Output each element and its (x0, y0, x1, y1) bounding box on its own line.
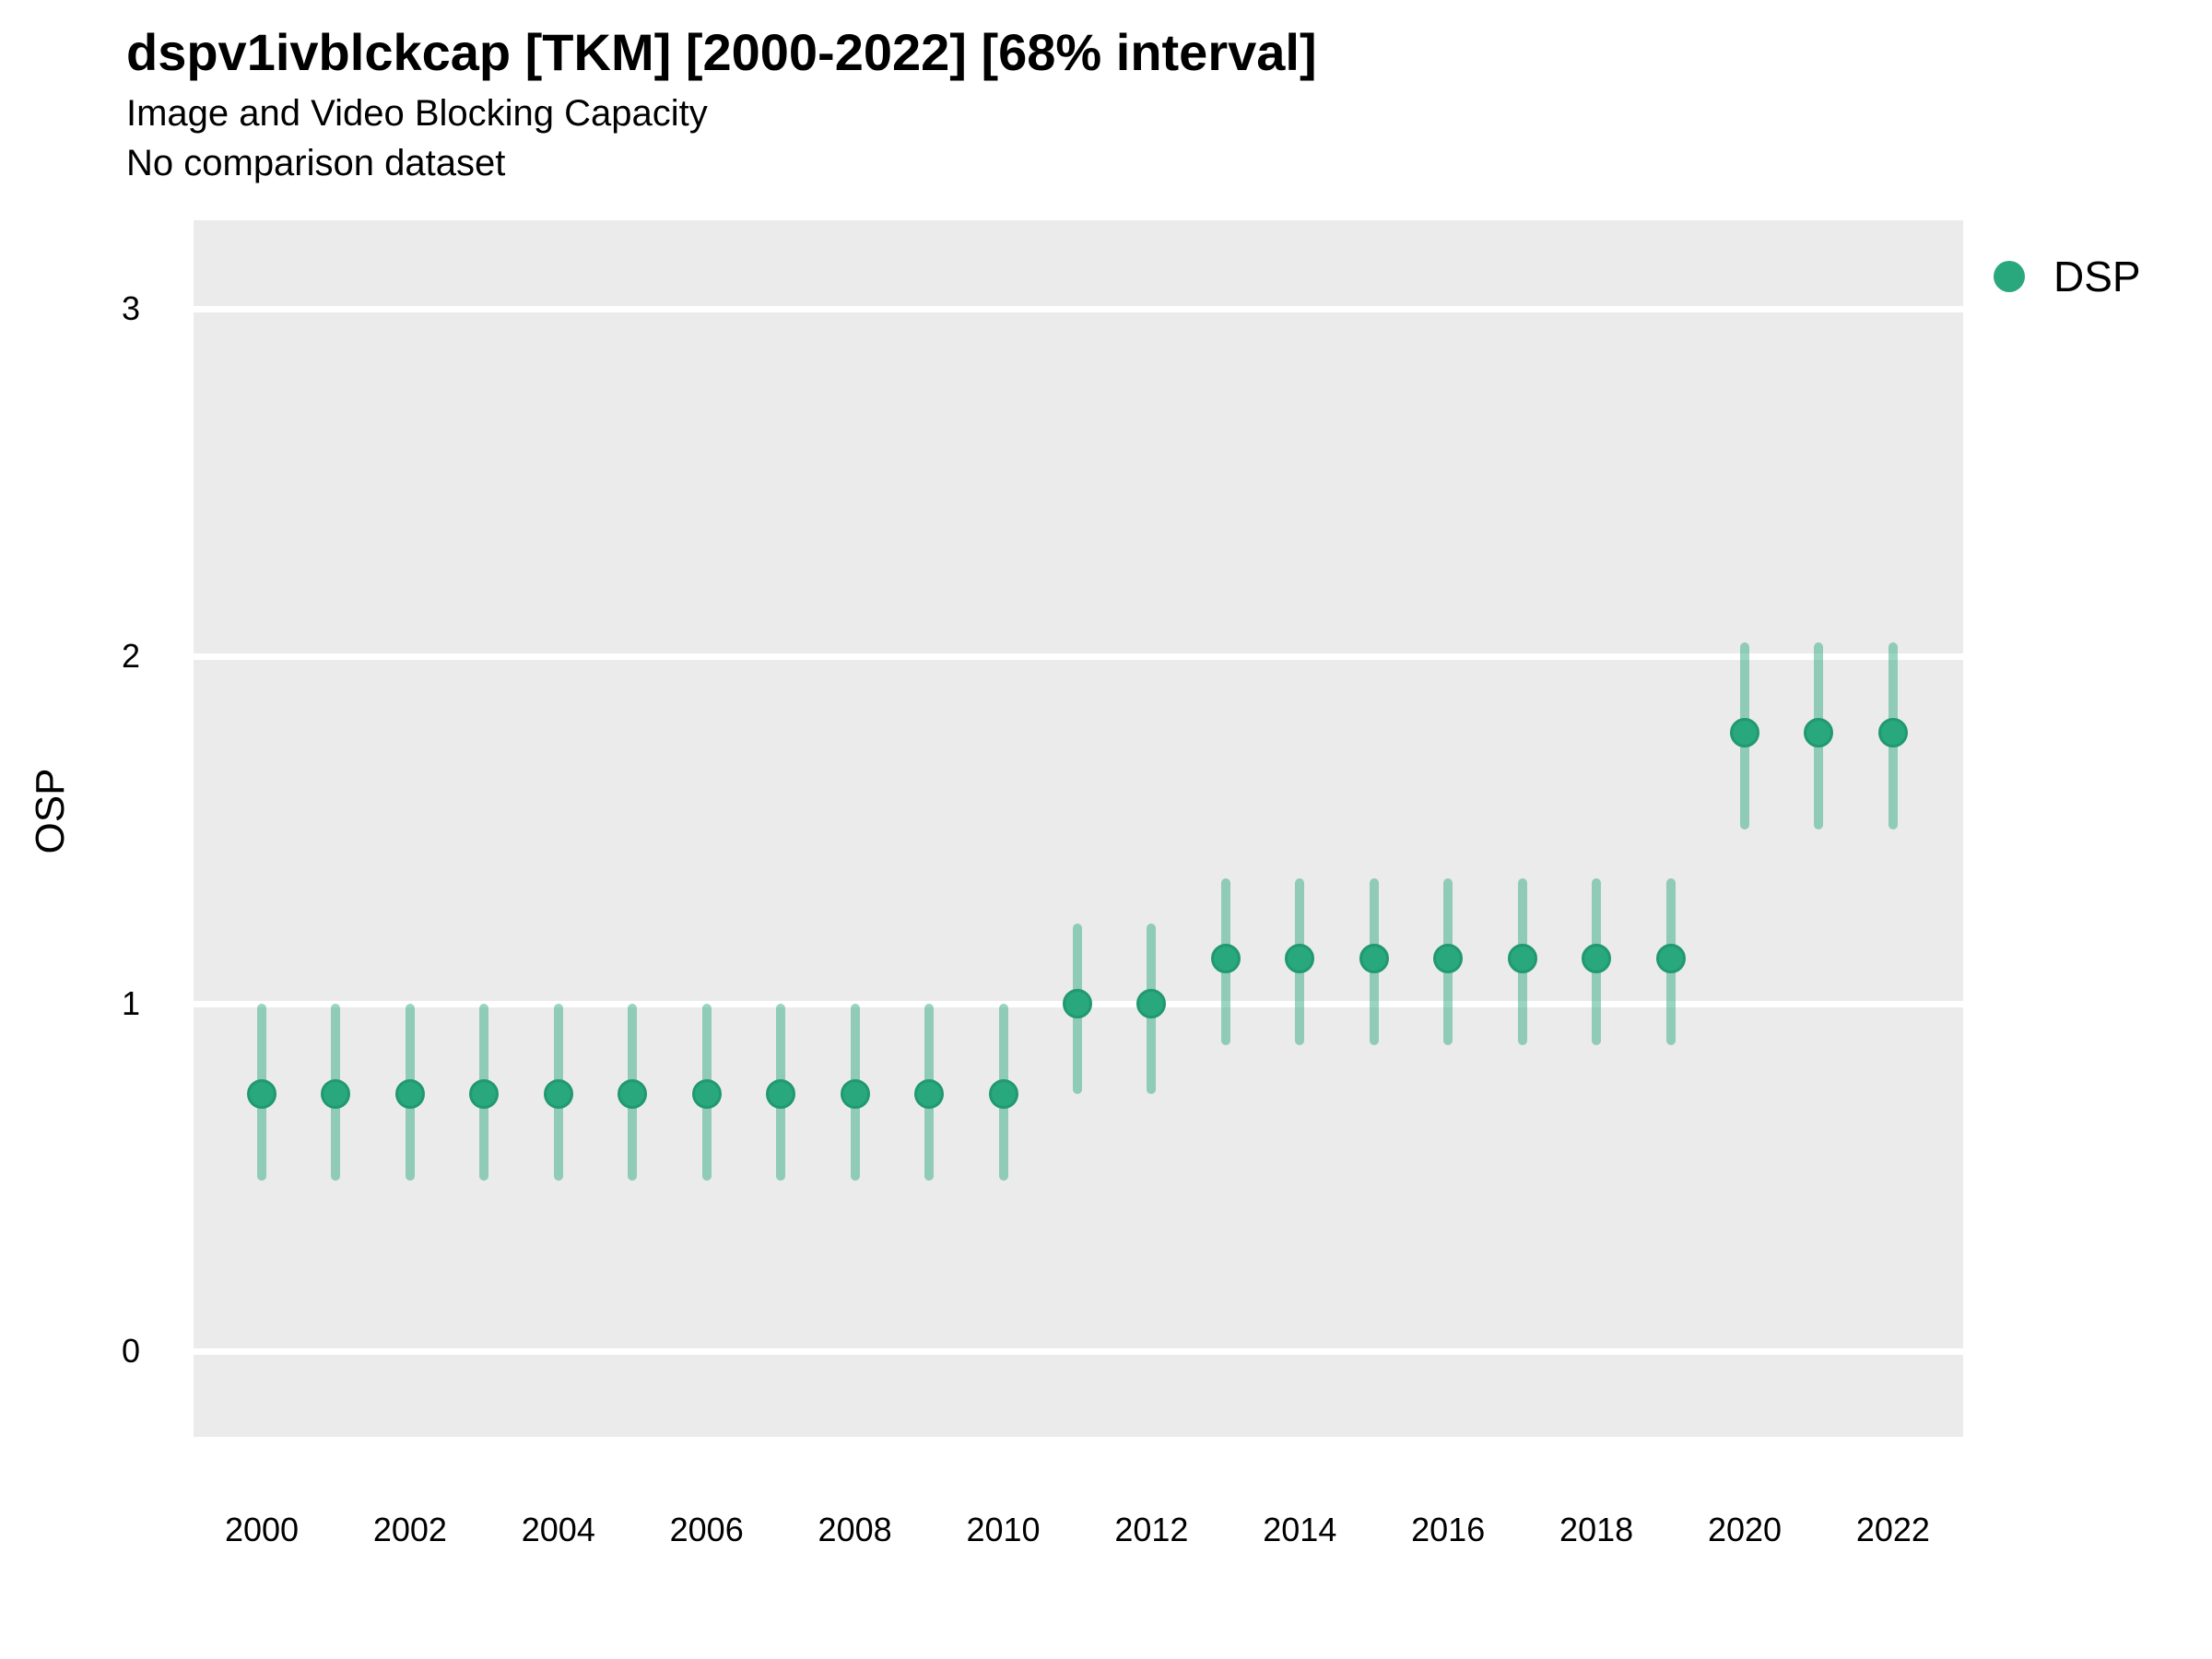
data-point-2014 (1285, 943, 1315, 973)
data-point-2019 (1655, 943, 1686, 973)
y-tick-label-0: 0 (121, 1332, 140, 1370)
x-tick-label-2000: 2000 (224, 1511, 300, 1548)
data-point-2011 (1062, 989, 1092, 1018)
data-point-2010 (988, 1079, 1018, 1110)
data-point-2005 (618, 1079, 648, 1110)
x-tick-label-2004: 2004 (521, 1511, 595, 1548)
comparison-note: No comparison dataset (126, 143, 506, 183)
chart-title: dspv1ivblckcap [TKM] [2000-2022] [68% in… (126, 23, 1317, 81)
plot-panel (194, 220, 1963, 1437)
x-tick-label-2020: 2020 (1707, 1511, 1783, 1548)
data-point-2017 (1507, 943, 1537, 973)
data-point-2021 (1804, 717, 1834, 747)
data-point-2001 (321, 1079, 351, 1110)
y-tick-label-2: 2 (121, 637, 140, 675)
x-tick-label-2016: 2016 (1411, 1511, 1486, 1548)
data-point-2022 (1877, 717, 1908, 747)
chart-subtitle: Image and Video Blocking Capacity (126, 93, 708, 134)
x-tick-label-2012: 2012 (1114, 1511, 1189, 1548)
x-tick-label-2018: 2018 (1559, 1511, 1634, 1548)
x-tick-label-2008: 2008 (818, 1511, 892, 1548)
legend-dsp-label: DSP (2053, 253, 2141, 300)
data-point-2007 (766, 1079, 796, 1110)
data-point-2009 (914, 1079, 945, 1110)
x-tick-label-2014: 2014 (1263, 1511, 1337, 1548)
data-point-2008 (840, 1079, 870, 1110)
data-point-2016 (1433, 943, 1464, 973)
x-tick-label-2006: 2006 (669, 1511, 744, 1548)
data-point-2004 (543, 1079, 573, 1110)
data-point-2006 (691, 1079, 722, 1110)
data-point-2015 (1359, 943, 1389, 973)
y-tick-label-3: 3 (121, 289, 140, 327)
data-point-2013 (1210, 943, 1241, 973)
data-point-2000 (247, 1079, 276, 1110)
y-tick-label-1: 1 (121, 984, 140, 1022)
gridline-y-2 (194, 653, 1963, 660)
x-tick-label-2002: 2002 (372, 1511, 447, 1548)
gridline-y-0 (194, 1347, 1963, 1355)
x-tick-label-2010: 2010 (966, 1511, 1041, 1548)
data-point-2012 (1136, 989, 1167, 1018)
data-point-2020 (1730, 717, 1759, 747)
data-point-2003 (469, 1079, 500, 1110)
data-point-2018 (1582, 943, 1612, 973)
gridline-y-3 (194, 305, 1963, 312)
y-axis-title: OSP (28, 768, 73, 854)
legend-dsp-marker-icon (1994, 261, 2025, 292)
data-point-2002 (394, 1079, 425, 1110)
x-tick-label-2022: 2022 (1855, 1511, 1930, 1548)
